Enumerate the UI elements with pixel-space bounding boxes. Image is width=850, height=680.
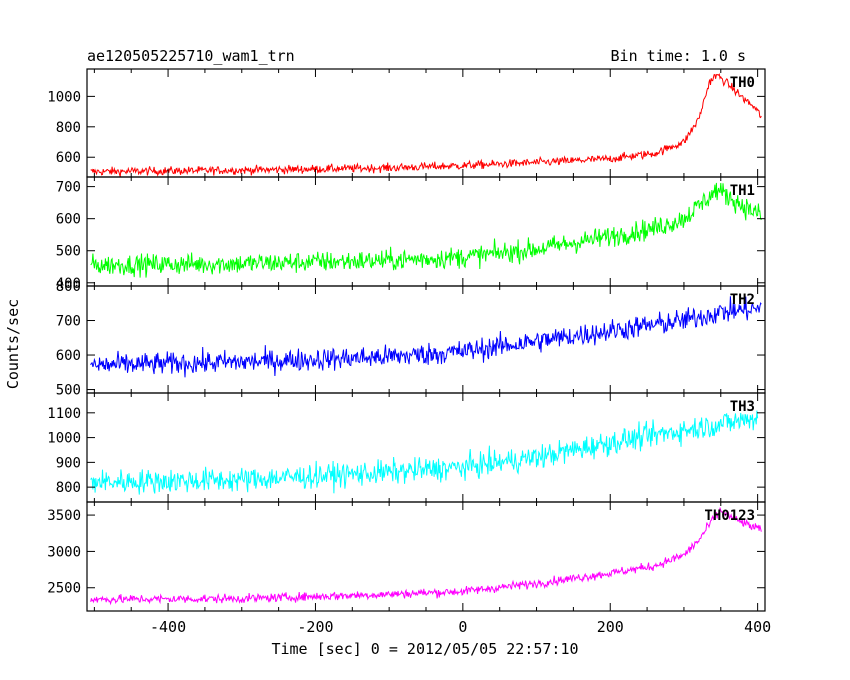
series-line-th2	[90, 296, 762, 378]
panel-th2: 500 600 700 800 TH2	[56, 279, 766, 399]
x-tick-label: 400	[744, 618, 771, 636]
panel-frame	[86, 392, 766, 503]
y-tick-label: 600	[56, 150, 81, 166]
y-tick-label: 900	[56, 455, 81, 471]
y-tick-label: 400	[56, 276, 81, 292]
panel-label-th2: TH2	[730, 292, 755, 308]
x-tick-label: 200	[597, 618, 624, 636]
y-tick-label: 1000	[47, 431, 81, 447]
y-tick-label: 3000	[47, 544, 81, 560]
y-tick-label: 500	[56, 244, 81, 260]
panel-th3: 800 900 1000 1100 TH3	[47, 392, 766, 503]
x-tick-label: -400	[150, 618, 186, 636]
panel-label-th0123: TH0123	[704, 508, 755, 524]
series-line-th0123	[90, 507, 762, 606]
y-tick-label: 600	[56, 212, 81, 228]
panel-label-th3: TH3	[730, 399, 755, 415]
plot-title: ae120505225710_wam1_trn	[87, 47, 295, 65]
y-axis-label: Counts/sec	[4, 299, 22, 389]
y-tick-label: 800	[56, 120, 81, 136]
x-tick-label: -200	[297, 618, 333, 636]
panel-label-th1: TH1	[730, 183, 755, 199]
bin-time-label: Bin time: 1.0 s	[611, 47, 746, 65]
series-line-th1	[90, 182, 762, 278]
y-tick-label: 700	[56, 180, 81, 196]
panel-th1: 400 500 600 700 TH1	[56, 176, 766, 292]
y-tick-label: 700	[56, 314, 81, 330]
y-tick-label: 3500	[47, 508, 81, 524]
panel-th0: 600 800 1000 TH0	[47, 68, 766, 178]
x-axis-label: Time [sec] 0 = 2012/05/05 22:57:10	[271, 640, 578, 658]
y-tick-label: 800	[56, 279, 81, 295]
y-tick-label: 800	[56, 480, 81, 496]
series-line-th3	[90, 410, 759, 495]
x-tick-label: 0	[458, 618, 467, 636]
y-tick-label: 2500	[47, 581, 81, 597]
panel-frame	[86, 285, 766, 394]
panel-th0123: 2500 3000 3500 TH0123	[47, 501, 766, 612]
panel-frame	[86, 68, 766, 178]
y-tick-label: 500	[56, 383, 81, 399]
y-tick-label: 1000	[47, 89, 81, 105]
y-tick-label: 1100	[47, 406, 81, 422]
y-tick-label: 600	[56, 348, 81, 364]
panel-stack: 600 800 1000 TH0 400 500 600 700 TH1 500 600 700 800…	[47, 68, 771, 636]
panel-label-th0: TH0	[730, 75, 755, 91]
series-line-th0	[90, 73, 762, 177]
